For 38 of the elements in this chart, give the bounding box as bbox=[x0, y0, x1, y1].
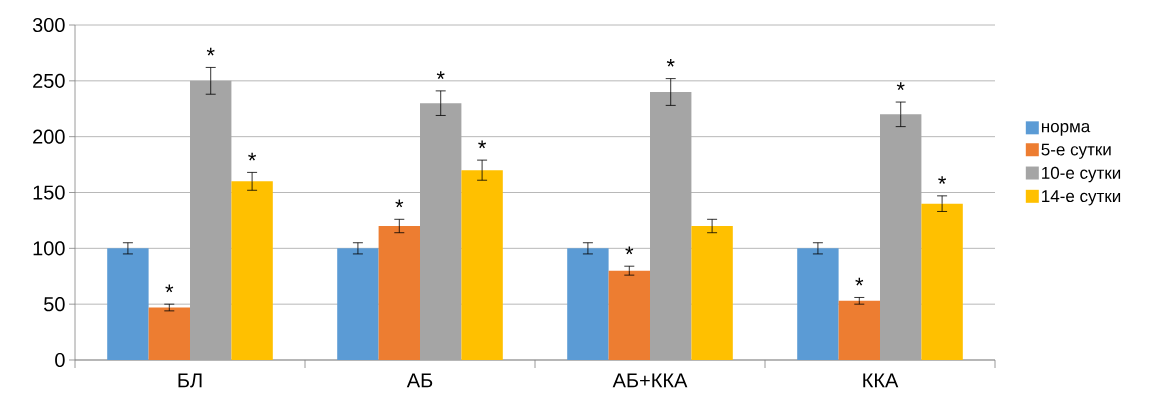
bar bbox=[337, 248, 379, 360]
bar bbox=[231, 181, 273, 360]
annotation: * bbox=[666, 58, 675, 67]
annotation: * bbox=[478, 140, 487, 149]
legend-label: 10-е сутки bbox=[1042, 166, 1121, 183]
bar bbox=[797, 248, 839, 360]
bar bbox=[921, 203, 963, 360]
x-tick-label: АБ+ККА bbox=[612, 373, 688, 388]
y-tick-label: 250 bbox=[33, 73, 65, 88]
x-tick-label: ККА bbox=[863, 373, 899, 388]
annotation: * bbox=[165, 284, 174, 293]
annotation: * bbox=[938, 176, 947, 184]
annotation: * bbox=[855, 277, 864, 286]
y-tick-label: 100 bbox=[33, 241, 65, 256]
y-tick-label: 150 bbox=[33, 185, 65, 200]
annotation: * bbox=[206, 47, 215, 56]
annotation: * bbox=[625, 246, 634, 255]
bar bbox=[107, 248, 149, 360]
annotation: * bbox=[436, 71, 445, 79]
y-tick-label: 0 bbox=[55, 352, 65, 368]
annotation: * bbox=[395, 199, 404, 208]
annotation: * bbox=[896, 82, 905, 91]
y-tick-label: 50 bbox=[44, 297, 65, 312]
bar bbox=[608, 270, 651, 360]
bar bbox=[567, 248, 609, 360]
x-tick-label: БЛ bbox=[178, 373, 202, 388]
legend-label: 14-е сутки bbox=[1042, 190, 1121, 206]
bar bbox=[148, 307, 191, 360]
legend-label: 5-е сутки bbox=[1041, 143, 1111, 159]
x-tick-label: АБ bbox=[406, 373, 433, 388]
annotation: * bbox=[248, 152, 257, 161]
bar bbox=[378, 226, 421, 360]
legend-label: норма bbox=[1041, 123, 1091, 136]
y-tick-label: 200 bbox=[33, 129, 65, 144]
bar bbox=[461, 170, 503, 360]
bar bbox=[691, 226, 733, 360]
y-tick-label: 300 bbox=[32, 17, 65, 33]
bar bbox=[838, 300, 881, 360]
